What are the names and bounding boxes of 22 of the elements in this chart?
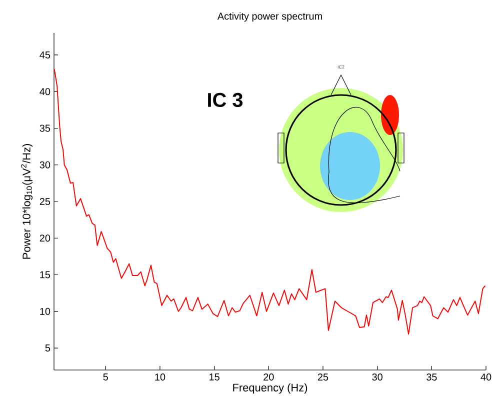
y-axis-title: Power 10*log$_{10}$(μV$^{2}$/Hz) (20, 144, 33, 259)
y-tick-label: 40 (40, 88, 50, 96)
x-tick-label: 15 (210, 374, 220, 380)
y-tick-label: 25 (40, 198, 50, 206)
x-tick-label: 35 (426, 374, 437, 381)
y-tick-label: 15 (40, 271, 50, 278)
x-axis-title: Frequency (Hz) (233, 383, 308, 394)
y-tick-label: 30 (40, 161, 50, 168)
x-tick-label: 25 (318, 374, 328, 381)
line-series (54, 68, 486, 335)
x-tick-label: 10 (155, 374, 166, 381)
annotation: IC 3 (208, 92, 243, 108)
y-tick-label: 5 (45, 344, 50, 352)
y-tick-label: 20 (40, 234, 50, 242)
y-tick-label: 10 (40, 308, 50, 315)
y-tick-label: 35 (40, 124, 50, 132)
x-tick-label: 40 (480, 374, 492, 381)
x-tick-label: 30 (372, 374, 382, 381)
chart-title: Activity power spectrum (217, 12, 322, 22)
y-tick-label: 45 (40, 51, 50, 58)
x-tick-label: 20 (264, 374, 274, 381)
x-tick-label: 5 (103, 374, 108, 380)
